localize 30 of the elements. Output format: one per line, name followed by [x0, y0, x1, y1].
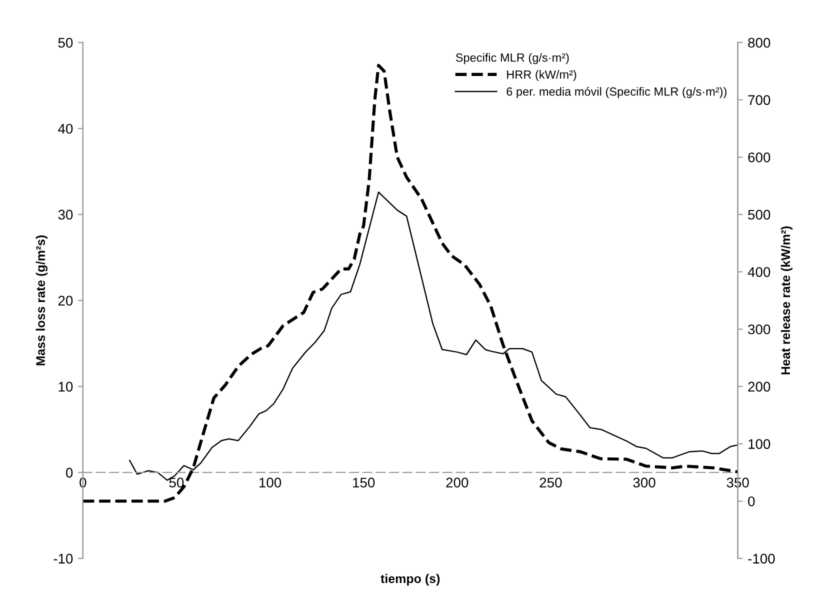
legend-title: Specific MLR (g/s·m²): [456, 53, 569, 64]
y2-axis-title: Heat release rate (kW/m²): [780, 226, 793, 374]
y2-tick-label: 700: [748, 95, 770, 105]
y2-tick-label: 800: [748, 38, 770, 48]
x-tick-label: 150: [353, 478, 375, 488]
y-tick-label: 40: [58, 124, 73, 134]
x-tick-label: 50: [169, 478, 184, 488]
x-tick-label: 300: [633, 478, 656, 488]
y2-tick-label: 400: [748, 267, 770, 277]
y2-tick-label: 300: [748, 324, 770, 334]
y2-tick-label: 500: [748, 210, 770, 220]
x-tick-label: 350: [726, 478, 749, 488]
y2-tick-label: 200: [748, 382, 770, 392]
x-axis-title: tiempo (s): [380, 574, 440, 586]
y2-tick-label: 0: [748, 496, 755, 506]
x-tick-label: 100: [259, 478, 282, 488]
y-tick-label: 30: [58, 210, 73, 220]
legend-label: HRR (kW/m²): [507, 70, 576, 82]
y-tick-label: 0: [66, 468, 73, 478]
x-tick-label: 200: [446, 478, 468, 488]
y2-tick-label: 100: [748, 439, 770, 449]
legend-label: 6 per. media móvil (Specific MLR (g/s·m²)): [506, 86, 726, 98]
y-tick-label: 20: [58, 296, 73, 306]
x-tick-label: 250: [540, 478, 562, 488]
y-tick-label: 10: [58, 382, 73, 392]
y2-tick-label: 600: [748, 152, 770, 162]
y-axis-title: Mass loss rate (g/m²s): [36, 235, 48, 366]
y-tick-label: 50: [58, 38, 73, 48]
y-tick-label: -10: [54, 554, 73, 564]
y2-tick-label: -100: [748, 554, 775, 564]
